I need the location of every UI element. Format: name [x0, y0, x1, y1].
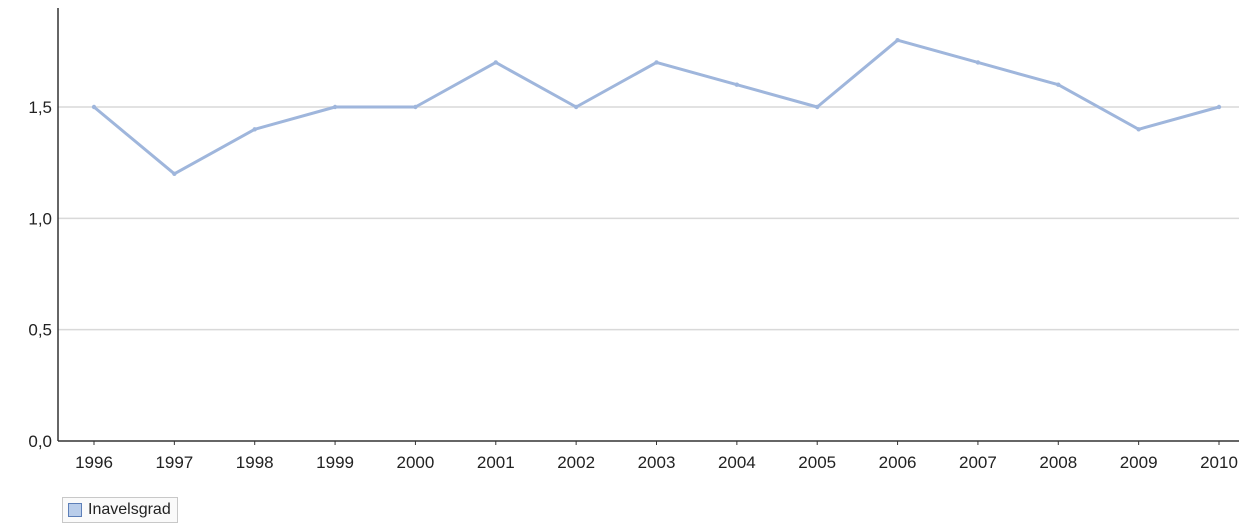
x-tick-label: 2004	[718, 453, 756, 472]
x-tick-label: 2006	[879, 453, 917, 472]
data-point-2005	[815, 104, 820, 110]
data-point-1999	[332, 104, 338, 110]
data-point-2010	[1216, 104, 1222, 110]
legend-label-inavelsgrad: Inavelsgrad	[88, 501, 171, 518]
legend: Inavelsgrad	[62, 497, 178, 523]
x-tick-label: 2003	[638, 453, 676, 472]
data-point-2002	[573, 104, 579, 110]
x-tick-label: 1996	[75, 453, 113, 472]
x-tick-labels: 1996 1997 1998 1999 2000 2001 2002 2003 2004 2005…	[75, 441, 1238, 472]
data-point-1998	[252, 127, 257, 132]
axes	[57, 8, 1239, 442]
x-tick-label: 2001	[477, 453, 515, 472]
x-tick-label: 1999	[316, 453, 354, 472]
data-point-2007	[975, 60, 981, 65]
x-tick-label: 1998	[236, 453, 274, 472]
y-tick-label: 0,0	[28, 432, 52, 451]
data-point-2008	[1056, 82, 1061, 87]
data-point-1997	[172, 171, 177, 176]
y-tick-label: 1,5	[28, 98, 52, 117]
x-tick-label: 2008	[1039, 453, 1077, 472]
data-point-2003	[654, 60, 659, 65]
y-tick-label: 1,0	[28, 209, 52, 228]
series-inavelsgrad	[91, 38, 1222, 176]
data-point-1996	[91, 104, 97, 110]
y-tick-label: 0,5	[28, 321, 52, 340]
x-tick-label: 2002	[557, 453, 595, 472]
x-tick-label: 1997	[155, 453, 193, 472]
x-tick-label: 2007	[959, 453, 997, 472]
x-tick-label: 2005	[798, 453, 836, 472]
x-tick-label: 2009	[1120, 453, 1158, 472]
legend-swatch	[68, 503, 82, 517]
data-point-2004	[734, 82, 740, 87]
data-point-2006	[895, 38, 900, 43]
data-point-2001	[493, 60, 498, 65]
y-tick-labels: 0,0 0,5 1,0 1,5	[28, 98, 52, 451]
x-tick-label: 2010	[1200, 453, 1238, 472]
data-point-2009	[1136, 127, 1141, 132]
data-point-2000	[413, 104, 418, 110]
x-tick-label: 2000	[397, 453, 435, 472]
gridlines	[58, 106, 1239, 331]
